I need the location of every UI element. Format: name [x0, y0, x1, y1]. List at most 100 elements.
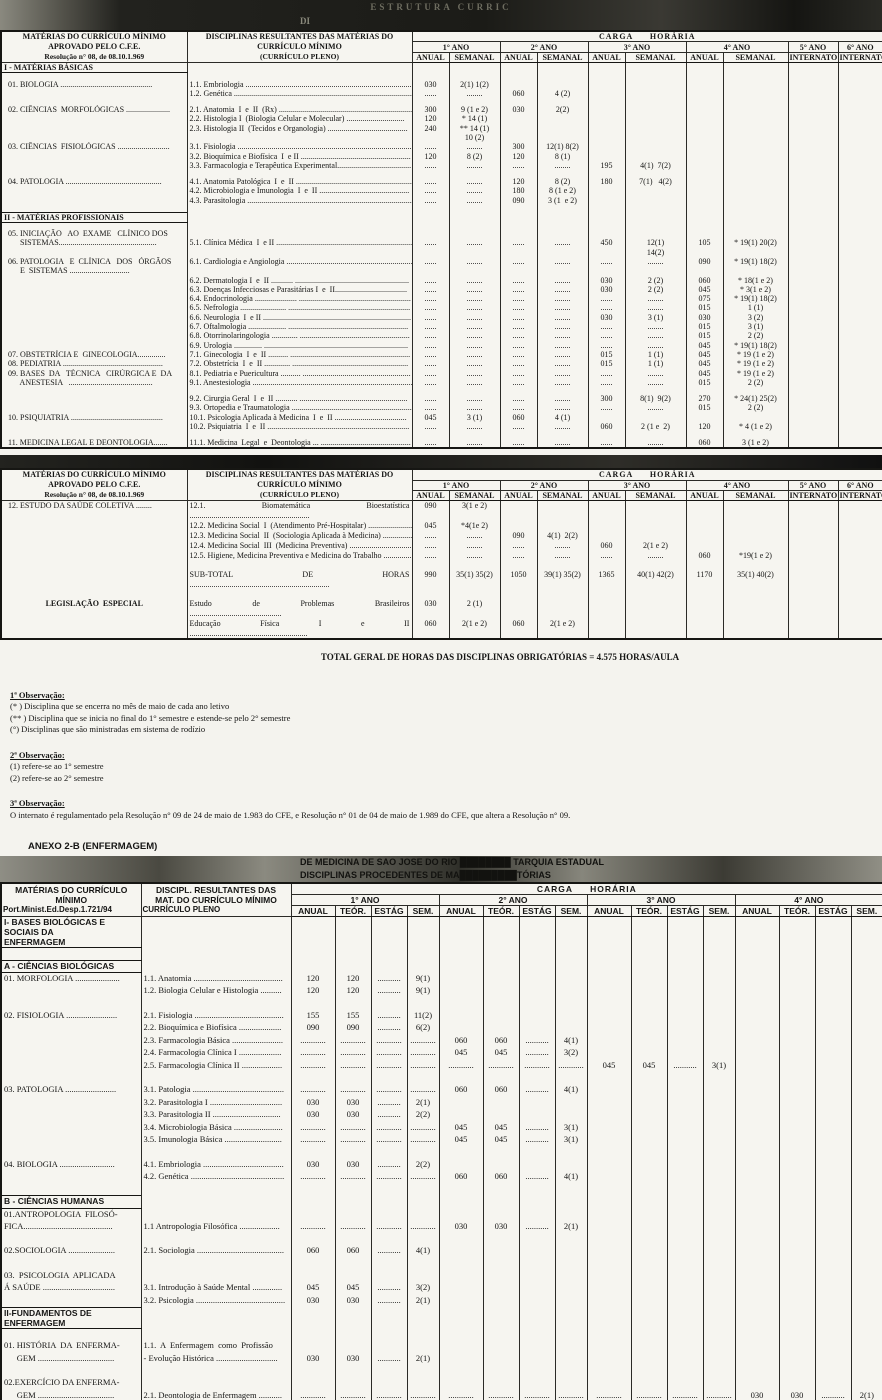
value-cell	[685, 579, 723, 590]
value-cell	[702, 1282, 735, 1295]
value-cell: * 4 (1 e 2)	[722, 422, 788, 432]
value-cell	[787, 550, 838, 561]
value-cell	[630, 1377, 667, 1390]
value-cell	[787, 142, 838, 152]
value-cell	[536, 132, 588, 143]
value-cell	[814, 1328, 851, 1341]
value-cell	[814, 1195, 851, 1209]
value-cell	[702, 1009, 735, 1023]
table-row: 6.3. Doenças Infecciosas e Parasitárias …	[1, 284, 882, 295]
value-cell	[290, 1183, 335, 1196]
value-cell	[554, 1282, 587, 1295]
materia-cell	[1, 1122, 141, 1135]
disciplina-cell: 7.1. Ginecologia I e II .......... .....…	[186, 349, 412, 360]
value-cell	[666, 1096, 703, 1110]
value-cell	[666, 1365, 703, 1378]
disciplina-cell: 9.1. Anestesiologia ....................…	[186, 377, 412, 388]
value-cell	[722, 560, 788, 570]
value-cell	[587, 510, 625, 521]
value-cell	[438, 1158, 483, 1172]
value-cell	[587, 229, 625, 239]
value-cell	[722, 530, 788, 541]
value-cell: ...........	[370, 1096, 407, 1110]
value-cell	[837, 579, 882, 590]
value-cell	[685, 160, 723, 171]
value-cell	[666, 1171, 703, 1184]
table-row	[1, 1233, 882, 1246]
value-cell	[850, 972, 882, 986]
col-header-sub: TEÓR.	[334, 905, 372, 918]
value-cell	[482, 1307, 519, 1329]
value-cell	[630, 1220, 667, 1234]
materia-cell: A - CIÊNCIAS BIOLÓGICAS	[1, 959, 141, 974]
value-cell: 045	[482, 1047, 519, 1060]
value-cell: ......	[587, 322, 625, 332]
value-cell	[850, 1022, 882, 1035]
value-cell	[518, 1009, 555, 1023]
value-cell	[778, 1233, 815, 1246]
value-cell: 9(1)	[406, 972, 439, 986]
table-row: ........................................…	[1, 628, 882, 639]
value-cell	[702, 1096, 735, 1110]
value-cell: ............	[334, 1171, 371, 1184]
value-cell	[837, 569, 882, 580]
value-cell	[624, 387, 686, 395]
value-cell	[624, 412, 686, 422]
value-cell	[837, 160, 882, 171]
table-row: 1.2. Biologia Celular e Histologia .....…	[1, 985, 882, 998]
value-cell	[666, 1377, 703, 1390]
table-row: 3.2. Parasitologia I ...................…	[1, 1096, 882, 1110]
materia-cell	[1, 248, 187, 257]
value-cell	[702, 1146, 735, 1159]
value-cell	[448, 579, 500, 590]
value-cell	[814, 1096, 851, 1110]
value-cell: ......	[411, 368, 449, 378]
value-cell	[586, 1146, 631, 1159]
value-cell	[624, 560, 686, 570]
value-cell	[624, 151, 686, 161]
value-cell: 030	[334, 1096, 371, 1110]
value-cell	[685, 589, 723, 599]
disciplina-cell: 2.5. Farmacologia Clínica II ...........…	[140, 1059, 291, 1073]
value-cell: ......	[411, 394, 449, 404]
value-cell: ......	[411, 331, 449, 341]
value-cell	[685, 530, 723, 541]
value-cell	[334, 1208, 371, 1221]
value-cell	[837, 510, 882, 521]
value-cell	[814, 1307, 851, 1329]
value-cell	[814, 1158, 851, 1172]
col-header-sub: SEM.	[554, 905, 588, 918]
value-cell	[734, 1233, 779, 1246]
value-cell	[554, 916, 587, 948]
value-cell	[290, 1328, 335, 1341]
value-cell	[778, 1146, 815, 1159]
value-cell: ......	[411, 88, 449, 99]
value-cell	[411, 247, 449, 257]
value-cell: ......	[499, 238, 537, 248]
observacoes: 1ª Observação: (* ) Disciplina que se en…	[10, 690, 882, 822]
value-cell	[837, 142, 882, 152]
disciplina-cell: 3.1. Introdução à Saúde Mental .........…	[140, 1282, 291, 1295]
materia-cell	[1, 1147, 141, 1159]
value-cell: 3(1)	[554, 1121, 587, 1135]
col-header-year: 6° ANO	[837, 479, 882, 491]
value-cell	[702, 1245, 735, 1258]
value-cell: 4(1)	[406, 1245, 439, 1258]
value-cell: ............	[370, 1220, 407, 1234]
value-cell	[624, 195, 686, 206]
value-cell: ............	[334, 1084, 371, 1097]
value-cell	[837, 312, 882, 323]
disciplina-cell: 4.1. Embriologia .......................…	[140, 1158, 291, 1172]
value-cell	[778, 1109, 815, 1122]
value-cell	[734, 1047, 779, 1060]
col-header-year: 6° ANO	[837, 41, 882, 53]
value-cell	[630, 1158, 667, 1172]
value-cell	[850, 1134, 882, 1147]
materia-cell	[1, 196, 187, 205]
value-cell: 155	[334, 1009, 371, 1023]
value-cell	[438, 1282, 483, 1295]
value-cell	[587, 186, 625, 196]
value-cell	[734, 1307, 779, 1329]
value-cell	[406, 1340, 439, 1353]
value-cell	[722, 186, 788, 196]
